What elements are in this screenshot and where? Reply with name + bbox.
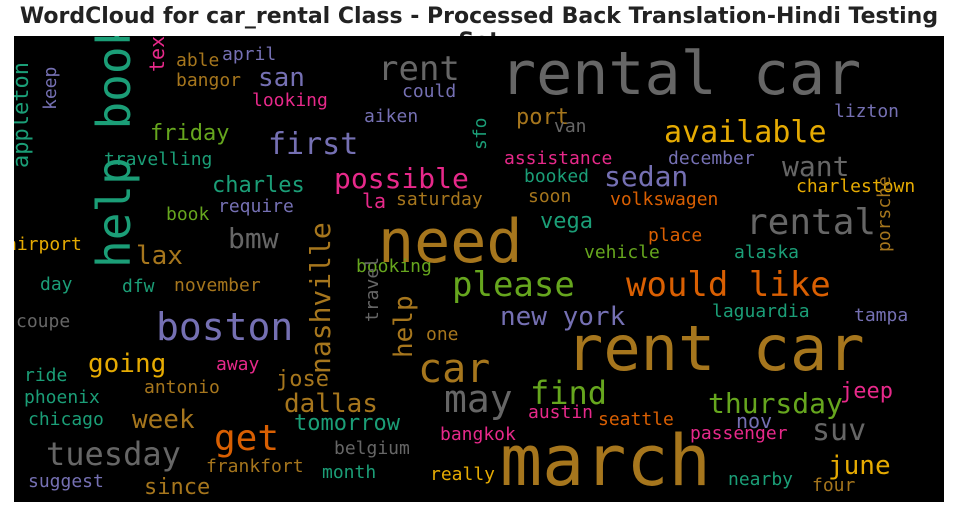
word-phoenix: phoenix (24, 387, 100, 408)
word-bangor: bangor (176, 70, 241, 91)
word-help-book: help book (87, 36, 141, 268)
word-ride: ride (24, 365, 67, 386)
word-one: one (426, 324, 459, 345)
word-aiken: aiken (364, 106, 418, 127)
word-sfo: sfo (470, 117, 491, 150)
word-passenger: passenger (690, 423, 788, 444)
word-frankfort: frankfort (206, 456, 304, 477)
word-could: could (402, 81, 456, 102)
word-charlestown: charlestown (796, 176, 915, 197)
word-van: van (554, 116, 587, 137)
word-month: month (322, 462, 376, 483)
word-booking: booking (356, 256, 432, 277)
word-really: really (430, 464, 495, 485)
word-texas: texas (145, 36, 169, 72)
word-rent-car: rent car (566, 312, 865, 385)
word-new-york: new york (500, 302, 626, 332)
word-bangkok: bangkok (440, 424, 516, 445)
word-week: week (132, 405, 195, 435)
word-may: may (444, 377, 513, 421)
word-sedan: sedan (604, 160, 688, 193)
word-volkswagen: volkswagen (610, 189, 718, 210)
word-jose: jose (276, 367, 329, 392)
word-since: since (144, 475, 210, 500)
word-travelling: travelling (104, 149, 212, 170)
word-going: going (88, 349, 166, 379)
word-friday: friday (150, 121, 229, 146)
word-tuesday: tuesday (46, 435, 181, 473)
word-would-like: would like (626, 265, 831, 305)
word-austin: austin (528, 402, 593, 423)
word-la: la (362, 189, 386, 213)
word-travel: travel (362, 257, 383, 322)
word-able: able (176, 50, 219, 71)
word-november: november (174, 275, 261, 296)
word-get: get (214, 418, 279, 459)
word-require: require (218, 196, 294, 217)
word-soon: soon (528, 186, 571, 207)
word-antonio: antonio (144, 377, 220, 398)
word-porsche: porsche (874, 176, 895, 252)
word-april: april (222, 44, 276, 65)
word-help: help (389, 295, 419, 358)
word-lax: lax (136, 241, 183, 271)
word-rental-car: rental car (500, 39, 861, 109)
word-nearby: nearby (728, 469, 793, 490)
word-dfw: dfw (122, 276, 155, 297)
word-want: want (782, 150, 849, 183)
word-rent: rent (378, 49, 460, 89)
chart-title: WordCloud for car_rental Class - Process… (19, 4, 939, 54)
word-please: please (452, 265, 575, 305)
word-assistance: assistance (504, 148, 612, 169)
word-book: book (166, 204, 210, 225)
word-day: day (40, 274, 73, 295)
word-need: need (378, 207, 523, 277)
word-jeep: jeep (840, 379, 893, 404)
word-bmw: bmw (228, 222, 279, 255)
word-rental: rental (746, 202, 876, 243)
word-thursday: thursday (708, 387, 843, 420)
word-june: june (828, 451, 891, 481)
word-appleton: appleton (14, 62, 34, 168)
word-nov: nov (736, 409, 772, 433)
word-keep: keep (40, 67, 61, 110)
word-booked: booked (524, 166, 589, 187)
word-possible: possible (334, 162, 469, 195)
word-looking: looking (252, 90, 328, 111)
word-four: four (812, 475, 856, 496)
word-vehicle: vehicle (584, 242, 660, 263)
word-tomorrow: tomorrow (294, 411, 401, 436)
word-airport: airport (14, 234, 82, 255)
word-dallas: dallas (284, 389, 378, 419)
word-tampa: tampa (854, 305, 908, 326)
word-belgium: belgium (334, 438, 410, 459)
word-suggest: suggest (28, 471, 104, 492)
word-march: march (500, 420, 711, 502)
word-first: first (268, 127, 358, 162)
word-laguardia: laguardia (712, 301, 810, 322)
word-vega: vega (540, 209, 593, 234)
word-coupe: coupe (16, 311, 70, 332)
word-port: port (516, 105, 569, 130)
word-boston: boston (156, 305, 293, 349)
word-charles: charles (212, 173, 305, 198)
word-chicago: chicago (28, 409, 104, 430)
word-saturday: saturday (396, 189, 483, 210)
word-suv: suv (812, 413, 866, 448)
word-place: place (648, 225, 702, 246)
word-december: december (668, 148, 755, 169)
word-lizton: lizton (834, 101, 899, 122)
word-alaska: alaska (734, 242, 799, 263)
word-available: available (664, 115, 827, 150)
word-seattle: seattle (598, 409, 674, 430)
word-san: san (258, 63, 305, 93)
word-away: away (216, 354, 260, 375)
word-nashville: nashville (304, 222, 337, 374)
word-cloud-canvas: rental car rent car march need help book bost… (14, 36, 944, 502)
word-find: find (530, 374, 607, 412)
word-car: car (418, 346, 490, 392)
